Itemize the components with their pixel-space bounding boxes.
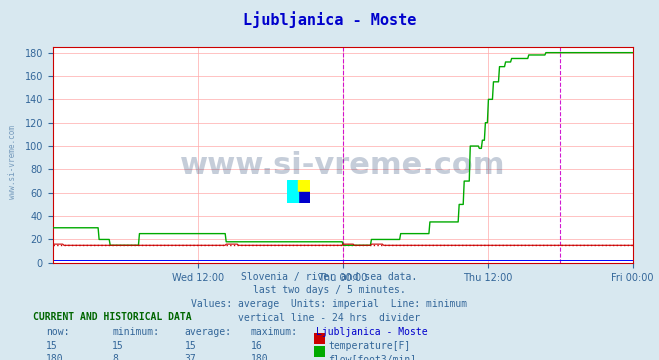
Text: Values: average  Units: imperial  Line: minimum: Values: average Units: imperial Line: mi… [191,299,468,309]
Text: www.si-vreme.com: www.si-vreme.com [180,151,505,180]
Text: 15: 15 [112,341,124,351]
Text: 16: 16 [250,341,262,351]
Text: now:: now: [46,327,70,337]
Text: 8: 8 [112,354,118,360]
Bar [314,333,325,344]
Text: vertical line - 24 hrs  divider: vertical line - 24 hrs divider [239,313,420,323]
Bar [298,180,310,192]
Text: www.si-vreme.com: www.si-vreme.com [8,125,17,199]
Bar [287,180,298,192]
Text: 15: 15 [46,341,58,351]
Text: average:: average: [185,327,231,337]
Text: 37: 37 [185,354,196,360]
Text: flow[foot3/min]: flow[foot3/min] [328,354,416,360]
Bar [298,192,310,203]
Text: maximum:: maximum: [250,327,297,337]
Text: 180: 180 [46,354,64,360]
Bar [314,346,325,357]
Bar [287,192,298,203]
Text: CURRENT AND HISTORICAL DATA: CURRENT AND HISTORICAL DATA [33,312,192,322]
Text: Ljubljanica - Moste: Ljubljanica - Moste [316,327,428,337]
Text: last two days / 5 minutes.: last two days / 5 minutes. [253,285,406,296]
Text: Slovenia / river and sea data.: Slovenia / river and sea data. [241,272,418,282]
Text: minimum:: minimum: [112,327,159,337]
Text: Ljubljanica - Moste: Ljubljanica - Moste [243,12,416,28]
Text: 15: 15 [185,341,196,351]
Text: 180: 180 [250,354,268,360]
Text: temperature[F]: temperature[F] [328,341,411,351]
